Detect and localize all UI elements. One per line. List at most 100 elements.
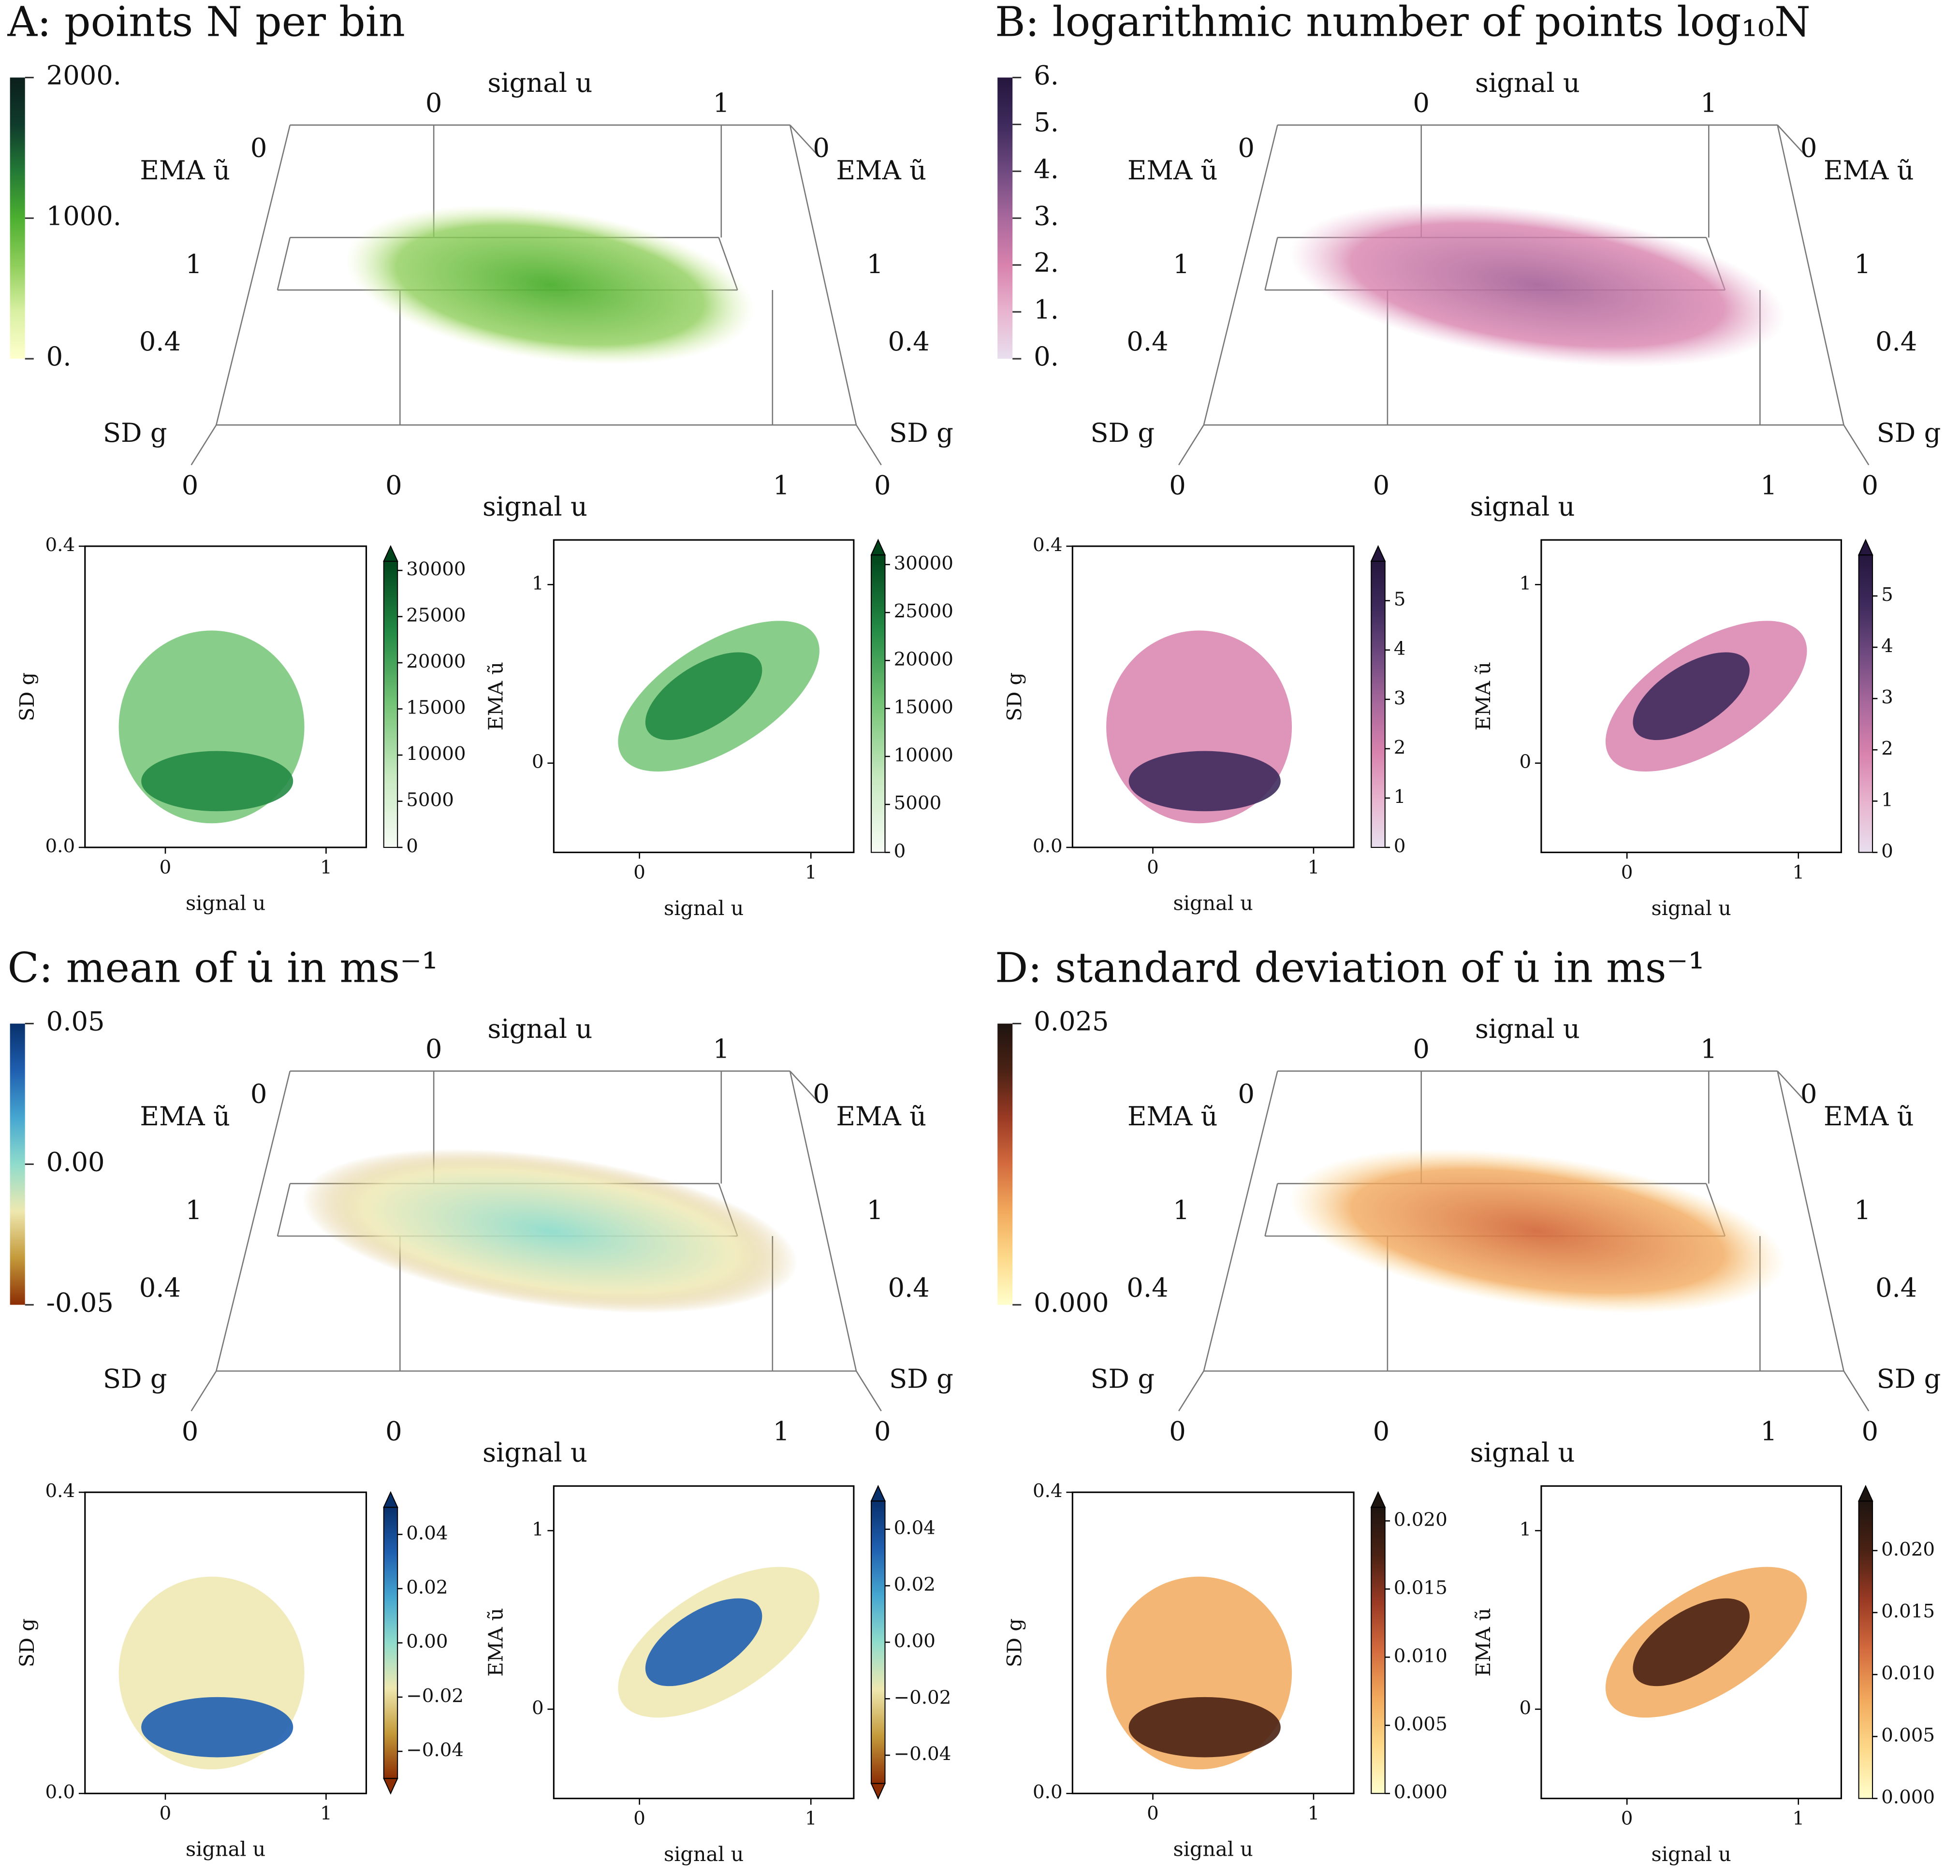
axis-text: 0 (385, 1416, 402, 1447)
y-axis-label: EMA ũ (484, 662, 508, 730)
axis-text: 0 (1800, 132, 1817, 163)
colorbar-tick-label: 5000 (894, 792, 942, 814)
colorbar-tick-label: −0.04 (894, 1743, 951, 1765)
axis-text: SD g (889, 418, 953, 448)
colorbar (1858, 1500, 1873, 1799)
x-tick-label: 1 (320, 1803, 332, 1824)
colorbar-tick-label: 0.020 (1394, 1509, 1448, 1530)
y-tick-label: 1 (1520, 572, 1532, 594)
heatmap (1106, 630, 1292, 824)
axis-text: 1 (773, 1416, 790, 1447)
axis-text: 1 (185, 1195, 202, 1225)
axis-text: 0.4 (1875, 326, 1917, 357)
box-edge (1178, 424, 1204, 465)
heatmap (618, 621, 819, 772)
axis-text: 1 (1760, 1416, 1777, 1447)
panel: C: mean of u̇ in ms⁻¹0.050.00-0.05signal… (8, 945, 953, 1866)
colorbar-tick-label: 4 (1394, 638, 1406, 660)
axis-text: 0 (813, 1079, 830, 1109)
axis-text: 0 (1413, 1033, 1430, 1064)
box-edge (790, 1070, 819, 1103)
plot-frame (553, 1485, 855, 1800)
axis-text: 1 (867, 249, 884, 279)
panel-title: A: points N per bin (7, 0, 405, 46)
panel: D: standard deviation of u̇ in ms⁻¹ 0.025… (995, 945, 1941, 1866)
axis-text: 0 (182, 470, 199, 500)
plot-frame (84, 545, 367, 848)
axis-text: 1 (1854, 249, 1871, 279)
x-tick-label: 1 (805, 1808, 817, 1830)
heatmap-region (1128, 751, 1281, 812)
axis-text: 0 (874, 470, 891, 500)
x-tick-label: 1 (320, 857, 332, 878)
x-axis-label: signal u (664, 1843, 744, 1866)
x-tick-label: 0 (633, 861, 645, 883)
colorbar-tick-label: 2000. (46, 60, 121, 90)
box-edge (1777, 1070, 1807, 1103)
axis-text: 0.4 (888, 326, 929, 357)
heatmap-region (141, 1697, 293, 1758)
colorbar-tick-label: 0.04 (894, 1517, 936, 1539)
colorbar-tick-label: 3 (1394, 687, 1406, 709)
heatmap (618, 1567, 819, 1718)
axis-text: 0 (385, 470, 402, 500)
axis-text: EMA ũ (140, 155, 230, 186)
box-edge (789, 125, 857, 425)
colorbar-tick-label: 1 (1881, 789, 1893, 811)
volume-render (302, 1149, 798, 1313)
axis-text: 0.4 (1126, 1272, 1168, 1303)
colorbar (871, 554, 886, 853)
axis-text: 0 (250, 1079, 267, 1109)
colorbar-tick-label: 25000 (406, 605, 466, 626)
axis-text: EMA ũ (1824, 1101, 1914, 1132)
colorbar-tick-label: 1 (1394, 786, 1406, 808)
y-tick-label: 1 (1520, 1519, 1532, 1541)
box-edge (190, 424, 217, 465)
colorbar-tick-label: 6. (1034, 60, 1059, 90)
colorbar-tick-label: 5000 (406, 789, 454, 811)
colorbar-tick-label: 0.015 (1394, 1577, 1448, 1599)
colorbar-tick-label: 15000 (406, 697, 466, 719)
colorbar-tick-label: 30000 (406, 558, 466, 580)
axis-text: 0.4 (139, 1272, 181, 1303)
axis-text: signal u (1470, 1438, 1575, 1468)
box-edge (1203, 125, 1278, 425)
plot-frame (553, 539, 855, 853)
colorbar-tick-label: 0.025 (1034, 1006, 1109, 1037)
axis-text: SD g (1090, 1364, 1155, 1394)
x-tick-label: 0 (1621, 1808, 1633, 1830)
axis-text: SD g (1877, 418, 1941, 448)
colorbar (1371, 1507, 1386, 1794)
axis-text: 0 (1373, 1416, 1390, 1447)
y-axis-label: SD g (15, 1618, 39, 1667)
axis-text: 1 (773, 470, 790, 500)
colorbar (1371, 560, 1386, 848)
axis-text: signal u (1475, 1014, 1580, 1044)
box-edge (1178, 1370, 1204, 1411)
colorbar-tick-label: 0.000 (1034, 1287, 1109, 1318)
colorbar-tick-label: 0.000 (1394, 1781, 1448, 1803)
axis-text: 1 (1700, 1033, 1717, 1064)
axis-text: 0 (250, 132, 267, 163)
colorbar-tick-label: −0.02 (894, 1687, 951, 1708)
colorbar-tick-label: −0.04 (406, 1739, 464, 1761)
colorbar-extend (1858, 1484, 1873, 1502)
colorbar-tick-label: 0.02 (894, 1574, 936, 1596)
colorbar-tick-label: 0. (1034, 341, 1059, 372)
x-axis-label: signal u (1173, 891, 1253, 915)
axis-text: 1 (713, 87, 730, 118)
y-axis-label: EMA ũ (1472, 662, 1495, 730)
axis-text: 1 (1173, 249, 1190, 279)
colorbar-tick-label: 0.015 (1881, 1600, 1935, 1622)
colorbar-tick-label: 20000 (894, 648, 953, 670)
box-edge (190, 1370, 217, 1411)
x-axis-label: signal u (1652, 897, 1731, 920)
axis-text: signal u (1475, 68, 1580, 98)
heatmap (118, 1576, 305, 1770)
box-edge (1843, 1370, 1870, 1411)
y-tick-label: 0 (532, 1697, 544, 1719)
axis-text: 1 (1854, 1195, 1871, 1225)
colorbar-extend (1858, 538, 1873, 556)
y-tick-label: 0.4 (45, 1480, 75, 1502)
axis-text: 0 (1413, 87, 1430, 118)
